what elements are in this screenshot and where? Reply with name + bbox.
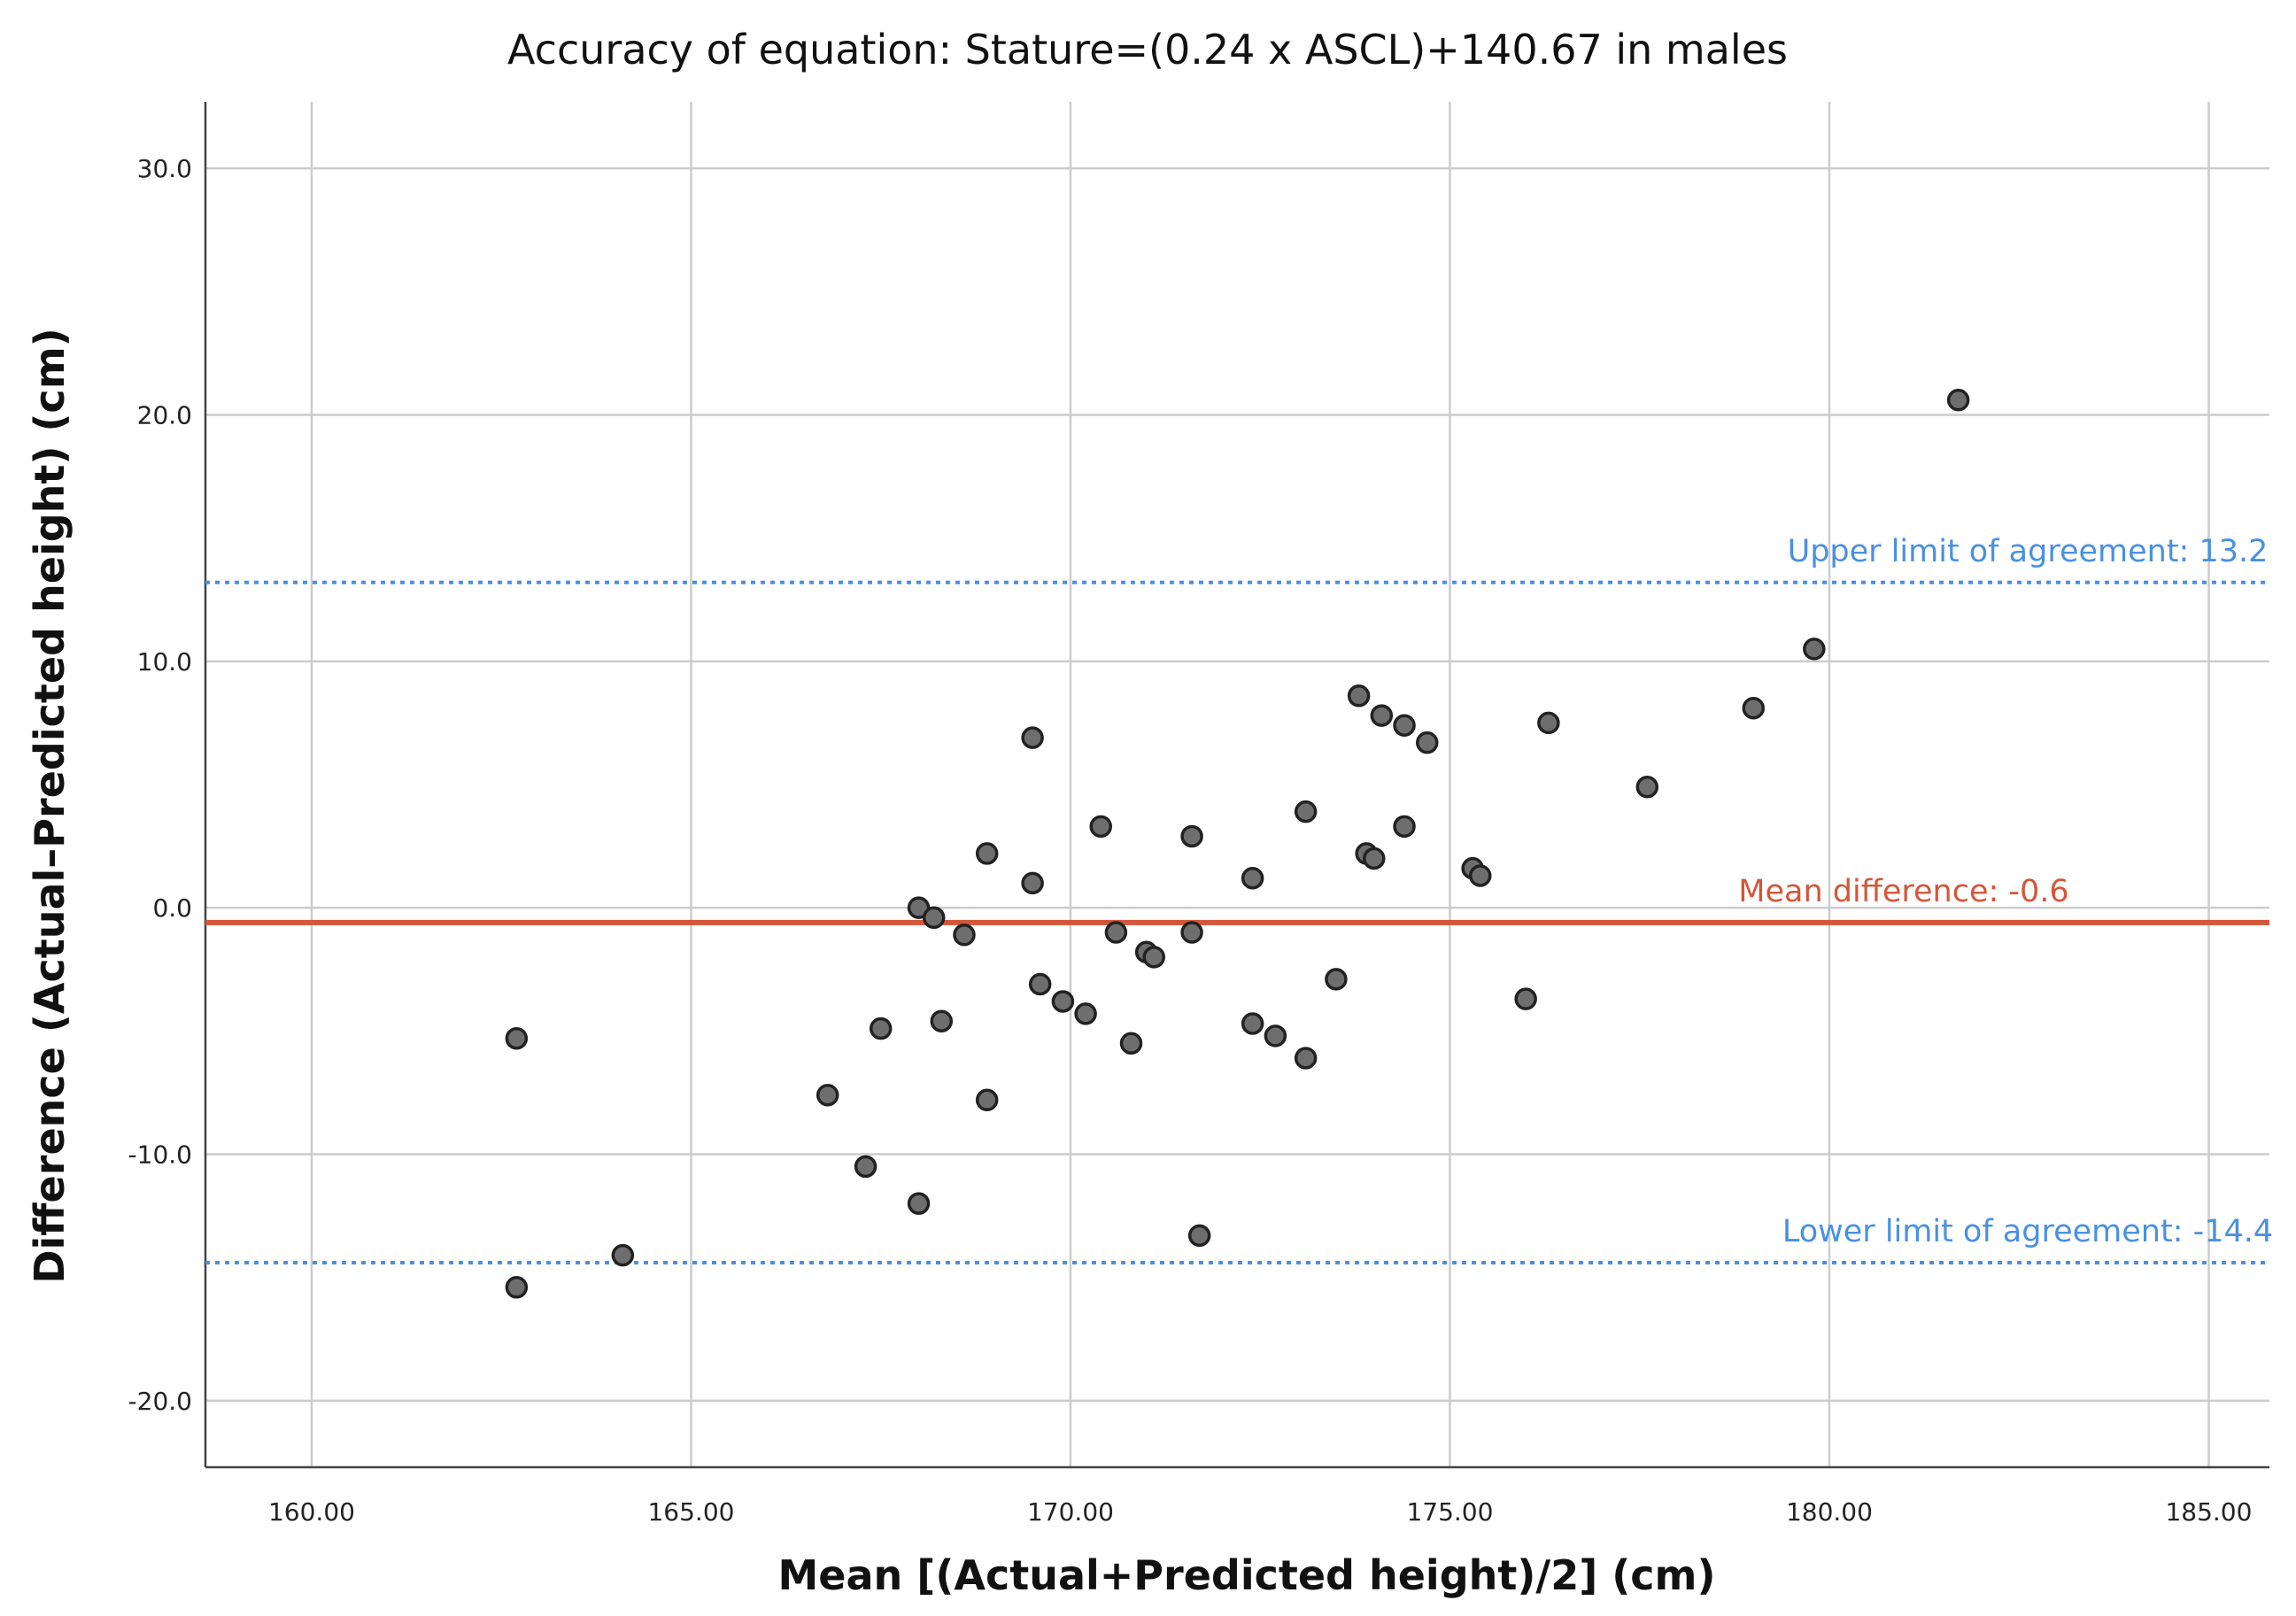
data-point [505,1026,529,1050]
data-point [975,1088,999,1112]
x-tick-label: 160.00 [268,1497,355,1527]
data-point [1264,1024,1287,1048]
mean-difference-label: Mean difference: -0.6 [1738,874,2068,909]
data-point [1294,1047,1318,1070]
x-tick-label: 175.00 [1406,1497,1493,1527]
data-point [1119,1032,1143,1055]
data-point [1241,1012,1264,1035]
data-point [1074,1002,1097,1025]
data-point [1370,704,1394,727]
data-point [1393,714,1416,737]
data-point [1028,972,1052,996]
y-tick-label: -10.0 [128,1140,192,1170]
upper-limit-label: Upper limit of agreement: 13.2 [1788,534,2269,569]
data-point [1415,731,1439,754]
lower-limit-label: Lower limit of agreement: -14.4 [1782,1214,2273,1249]
data-point [1803,638,1826,661]
data-point [975,842,999,865]
data-point [1363,847,1386,870]
data-point [953,924,976,947]
y-tick-label: 20.0 [137,400,192,429]
y-tick-label: 0.0 [152,893,192,923]
x-tick-label: 165.00 [647,1497,734,1527]
y-tick-label: 10.0 [137,647,192,677]
axes [204,102,2269,1469]
data-point [1294,800,1318,823]
data-point [1325,968,1348,991]
data-point [1393,815,1416,839]
data-point [854,1155,877,1179]
data-point [505,1276,529,1299]
data-point [1021,871,1044,895]
tick-labels: 160.00 165.00 170.00 175.00 180.00 185.00 30.0… [128,154,2253,1527]
y-tick-label: 30.0 [137,154,192,183]
y-tick-label: -20.0 [128,1387,192,1416]
data-point [1021,726,1044,749]
data-point [1347,684,1371,707]
x-axis-label: Mean [(Actual+Predicted height)/2] (cm) [778,1551,1716,1599]
data-point [1514,987,1537,1010]
data-point [1742,696,1765,720]
data-point [869,1017,893,1040]
data-point [816,1083,839,1107]
x-tick-label: 170.00 [1027,1497,1114,1527]
data-point [1051,990,1075,1013]
data-point [611,1243,635,1267]
chart-title: Accuracy of equation: Stature=(0.24 x AS… [507,26,1788,73]
data-point [1187,1224,1211,1248]
data-point [1142,946,1165,969]
x-tick-label: 180.00 [1786,1497,1873,1527]
data-point [907,1192,931,1215]
data-point [930,1009,954,1032]
data-point [1468,864,1492,887]
reference-lines: Upper limit of agreement: 13.2 Mean diffe… [205,534,2273,1264]
scatter-points [505,389,1970,1299]
data-point [1946,389,1970,412]
data-point [1537,711,1560,735]
x-tick-label: 185.00 [2165,1497,2252,1527]
data-point [1635,776,1659,799]
data-point [1089,815,1112,839]
grid-lines [205,102,2269,1467]
data-point [1180,824,1203,848]
y-axis-label: Difference (Actual–Predicted height) (cm… [26,328,73,1283]
data-point [1241,867,1264,890]
data-point [922,906,946,930]
data-point [1104,921,1128,944]
data-point [1180,921,1203,944]
